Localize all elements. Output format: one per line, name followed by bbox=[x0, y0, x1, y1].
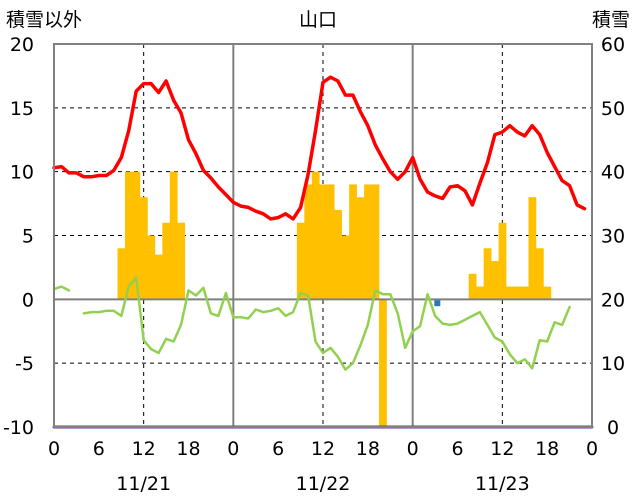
x-tick-label: 18 bbox=[356, 438, 380, 460]
x-tick-label: 0 bbox=[586, 438, 598, 460]
y-left-tick-label: 15 bbox=[10, 98, 34, 120]
day-label: 11/23 bbox=[475, 473, 530, 495]
snow-depth-bar bbox=[139, 197, 148, 300]
snow-depth-bar bbox=[506, 286, 514, 300]
y-right-tick-label: 40 bbox=[601, 162, 625, 184]
snow-depth-bar bbox=[296, 222, 305, 300]
snow-depth-bar bbox=[326, 184, 335, 300]
chart-title: 山口 bbox=[299, 9, 337, 31]
snow-depth-bar bbox=[371, 184, 380, 300]
snow-depth-bar bbox=[528, 197, 537, 300]
plot-frame bbox=[53, 43, 593, 428]
snow-depth-bar bbox=[169, 171, 178, 300]
y-left-tick-label: -10 bbox=[3, 417, 34, 439]
snow-depth-bar bbox=[513, 286, 522, 300]
snow-depth-bar bbox=[304, 184, 313, 300]
snow-depth-bar bbox=[483, 248, 492, 300]
x-tick-label: 18 bbox=[535, 438, 559, 460]
snow-depth-bar bbox=[356, 197, 365, 300]
snow-depth-bar bbox=[162, 222, 171, 300]
other-line bbox=[82, 276, 571, 371]
snow-depth-bar bbox=[379, 299, 387, 427]
precip-marker bbox=[434, 300, 441, 307]
snow-depth-bar bbox=[311, 171, 320, 300]
snow-depth-bar bbox=[132, 171, 141, 300]
y-left-axis-title: 積雪以外 bbox=[6, 9, 82, 31]
y-left-tick-label: 5 bbox=[22, 226, 34, 248]
other-line bbox=[52, 285, 71, 292]
snow-depth-bar bbox=[177, 222, 186, 300]
y-left-tick-label: 20 bbox=[10, 34, 34, 56]
snow-depth-bar bbox=[117, 248, 126, 300]
x-tick-label: 0 bbox=[407, 438, 419, 460]
snow-depth-bar bbox=[334, 209, 342, 300]
snow-depth-bar bbox=[521, 286, 529, 300]
x-tick-label: 12 bbox=[132, 438, 156, 460]
y-right-axis-title: 積雪 bbox=[592, 9, 630, 31]
snow-depth-bar bbox=[468, 273, 477, 300]
y-right-tick-label: 20 bbox=[601, 289, 625, 311]
x-tick-label: 6 bbox=[93, 438, 105, 460]
day-label: 11/21 bbox=[116, 473, 171, 495]
x-tick-label: 0 bbox=[227, 438, 239, 460]
y-right-tick-label: 50 bbox=[601, 98, 625, 120]
y-right-tick-label: 60 bbox=[601, 34, 625, 56]
x-tick-label: 0 bbox=[48, 438, 60, 460]
snow-depth-bar bbox=[124, 171, 133, 300]
x-tick-label: 12 bbox=[490, 438, 514, 460]
y-right-tick-label: 10 bbox=[601, 353, 625, 375]
y-right-tick-label: 30 bbox=[601, 226, 625, 248]
snow-depth-bar bbox=[341, 235, 350, 300]
y-left-tick-label: -5 bbox=[15, 353, 34, 375]
y-right-tick-label: 0 bbox=[607, 417, 619, 439]
snow-depth-bar bbox=[535, 248, 544, 300]
day-label: 11/22 bbox=[296, 473, 351, 495]
snow-depth-bar bbox=[491, 261, 499, 300]
x-tick-label: 18 bbox=[176, 438, 200, 460]
x-tick-label: 6 bbox=[451, 438, 463, 460]
snow-depth-bar bbox=[147, 235, 156, 300]
snow-depth-bar bbox=[543, 286, 552, 300]
x-tick-label: 12 bbox=[311, 438, 335, 460]
temperature-line bbox=[52, 75, 587, 221]
snow-depth-bar bbox=[476, 286, 484, 300]
y-left-tick-label: 0 bbox=[22, 289, 34, 311]
y-left-tick-label: 10 bbox=[10, 162, 34, 184]
snow-depth-bar bbox=[319, 184, 328, 300]
snow-depth-bar bbox=[349, 184, 357, 300]
snow-depth-bar bbox=[498, 222, 507, 300]
x-tick-label: 6 bbox=[272, 438, 284, 460]
snow-depth-bar bbox=[364, 184, 372, 300]
snow-depth-bar bbox=[154, 254, 163, 300]
